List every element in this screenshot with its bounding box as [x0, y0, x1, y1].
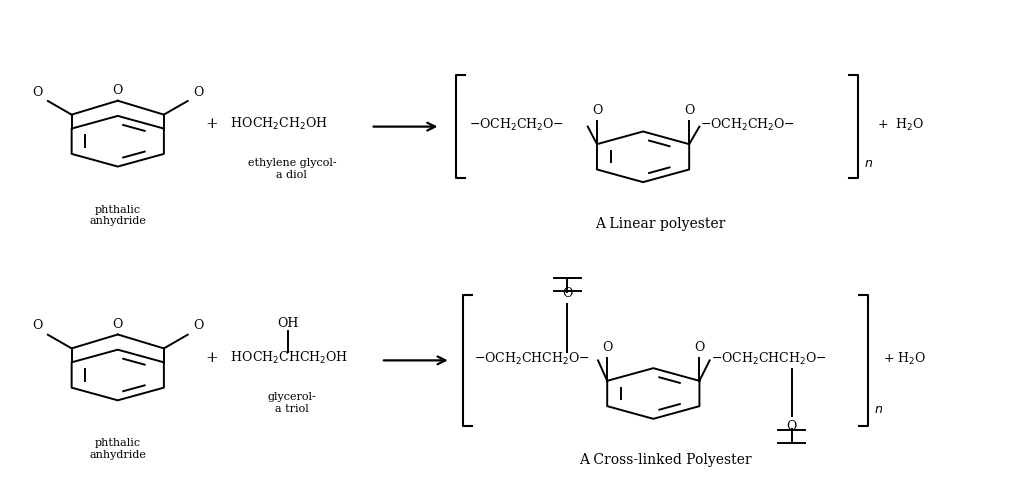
Text: O: O: [694, 341, 705, 354]
Text: phthalic
anhydride: phthalic anhydride: [89, 438, 146, 460]
Text: O: O: [602, 341, 612, 354]
Text: O: O: [786, 420, 797, 433]
Text: O: O: [113, 84, 123, 97]
Text: $-$OCH$_2$CHCH$_2$O$-$: $-$OCH$_2$CHCH$_2$O$-$: [474, 351, 590, 367]
Text: $-$OCH$_2$CH$_2$O$-$: $-$OCH$_2$CH$_2$O$-$: [700, 117, 796, 133]
Text: $-$OCH$_2$CH$_2$O$-$: $-$OCH$_2$CH$_2$O$-$: [469, 117, 564, 133]
Text: O: O: [193, 319, 203, 332]
Text: +: +: [206, 351, 218, 365]
Text: A Cross-linked Polyester: A Cross-linked Polyester: [580, 453, 752, 467]
Text: glycerol-
a triol: glycerol- a triol: [267, 392, 316, 413]
Text: O: O: [33, 319, 43, 332]
Text: HOCH$_2$CHCH$_2$OH: HOCH$_2$CHCH$_2$OH: [223, 350, 348, 366]
Text: +: +: [206, 117, 218, 131]
Text: O: O: [193, 86, 203, 98]
Text: O: O: [684, 105, 694, 117]
Text: O: O: [562, 287, 572, 300]
Text: $n$: $n$: [864, 157, 873, 169]
Text: $+$ H$_2$O: $+$ H$_2$O: [883, 351, 926, 367]
Text: $-$OCH$_2$CHCH$_2$O$-$: $-$OCH$_2$CHCH$_2$O$-$: [711, 351, 826, 367]
Text: O: O: [592, 105, 602, 117]
Text: OH: OH: [278, 318, 298, 330]
Text: A Linear polyester: A Linear polyester: [595, 217, 726, 231]
Text: O: O: [113, 318, 123, 331]
Text: $n$: $n$: [874, 403, 884, 415]
Text: $+$  H$_2$O: $+$ H$_2$O: [877, 117, 924, 133]
Text: ethylene glycol-
a diol: ethylene glycol- a diol: [248, 158, 336, 180]
Text: O: O: [33, 86, 43, 98]
Text: HOCH$_2$CH$_2$OH: HOCH$_2$CH$_2$OH: [223, 116, 328, 132]
Text: phthalic
anhydride: phthalic anhydride: [89, 205, 146, 226]
